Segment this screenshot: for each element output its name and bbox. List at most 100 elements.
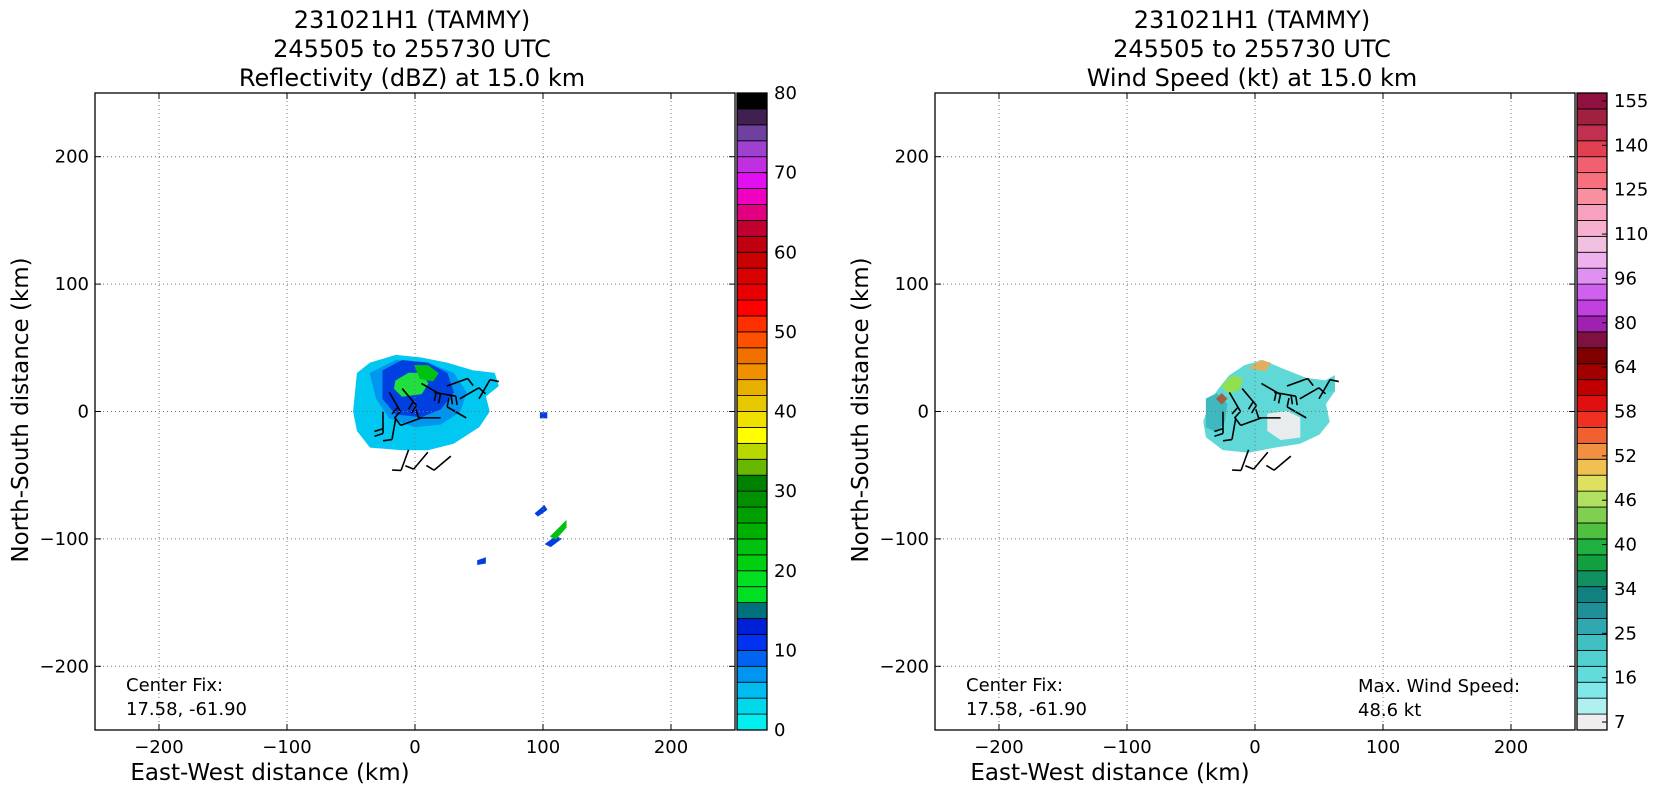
colorbar-tick-label: 140 <box>1614 135 1648 156</box>
wind-barb <box>382 417 397 442</box>
colorbar-tick-label: 52 <box>1614 446 1637 467</box>
wind-barb <box>392 449 410 472</box>
wind-barb <box>446 397 467 419</box>
wind-barb <box>446 377 474 387</box>
wind-barb <box>1286 377 1314 387</box>
colorbar-swatch <box>736 586 768 603</box>
colorbar-swatch <box>1576 554 1608 572</box>
x-tick-label: 200 <box>1494 737 1528 758</box>
wind-barb <box>415 409 441 419</box>
y-tick-label: 200 <box>895 147 929 168</box>
colorbar-swatch <box>1576 235 1608 253</box>
colorbar-swatch <box>736 124 768 142</box>
colorbar-swatch <box>736 347 768 365</box>
y-tick-label: 100 <box>55 274 89 295</box>
data-region-5 <box>539 412 548 419</box>
colorbar-tick-label: 50 <box>774 322 797 343</box>
center-fix-value: 17.58, -61.90 <box>126 699 247 720</box>
data-region-6 <box>534 505 548 517</box>
wind-barb <box>1318 378 1339 400</box>
x-axis-label: East-West distance (km) <box>970 760 1249 786</box>
colorbar: 7 16 25 34 40 46 52 58 64 80 96 110 125 140 155 <box>1576 91 1648 733</box>
colorbar-swatch <box>1576 490 1608 508</box>
colorbar-swatch <box>736 267 768 285</box>
colorbar-swatch <box>736 363 768 381</box>
colorbar-swatch <box>736 92 768 110</box>
wind-barb <box>1241 388 1258 414</box>
wind-barb <box>1274 391 1298 406</box>
colorbar-swatch <box>736 649 768 667</box>
colorbar-swatch <box>1576 379 1608 396</box>
data-region-5 <box>1215 392 1228 405</box>
colorbar-swatch <box>736 315 768 333</box>
colorbar-swatch <box>736 188 768 205</box>
max-wind-value: 48.6 kt <box>1358 700 1421 721</box>
wind-barb <box>374 411 384 438</box>
colorbar-tick-label: 40 <box>1614 535 1637 556</box>
colorbar-swatch <box>1576 427 1608 444</box>
x-tick-label: 100 <box>526 737 560 758</box>
colorbar-tick-label: 16 <box>1614 668 1637 689</box>
colorbar-swatch <box>1576 188 1608 205</box>
colorbar-swatch <box>1576 570 1608 588</box>
colorbar-swatch <box>1576 538 1608 556</box>
colorbar-swatch <box>1576 156 1608 174</box>
colorbar-tick-label: 80 <box>1614 313 1637 334</box>
wind-barb <box>1245 451 1269 470</box>
wind-barb <box>1232 449 1250 472</box>
colorbar-tick-label: 46 <box>1614 490 1637 511</box>
colorbar-swatch <box>736 602 768 619</box>
colorbar-swatch <box>1576 649 1608 667</box>
colorbar-swatch <box>736 331 768 349</box>
colorbar-swatch <box>736 490 768 508</box>
max-wind-label: Max. Wind Speed: <box>1358 676 1520 697</box>
x-tick-label: 0 <box>1249 737 1260 758</box>
colorbar-swatch <box>736 697 768 715</box>
reflectivity-panel: 231021H1 (TAMMY) 245505 to 255730 UTC Re… <box>8 6 797 786</box>
chart-title-line-3: Wind Speed (kt) at 15.0 km <box>1087 64 1418 92</box>
colorbar-swatch <box>736 219 768 237</box>
wind-barb <box>1234 417 1262 427</box>
wind-barb <box>459 387 487 400</box>
colorbar-swatch <box>1576 506 1608 524</box>
x-tick-label: −100 <box>262 737 311 758</box>
y-tick-label: 0 <box>78 402 89 423</box>
colorbar-swatch <box>736 140 768 158</box>
colorbar-swatch <box>736 570 768 588</box>
y-axis-label: North-South distance (km) <box>848 257 874 562</box>
plot-area: −200 −100 0 100 200 −200 −100 0 100 200 <box>880 92 1576 758</box>
chart-title-line-1: 231021H1 (TAMMY) <box>1134 6 1371 34</box>
wind-barb <box>1228 391 1242 419</box>
wind-barb <box>478 378 499 400</box>
colorbar-swatch <box>736 283 768 301</box>
colorbar-tick-label: 40 <box>774 402 797 423</box>
colorbar-swatch <box>736 379 768 396</box>
y-tick-label: 100 <box>895 274 929 295</box>
center-fix-value: 17.58, -61.90 <box>966 699 1087 720</box>
colorbar-swatch <box>1576 140 1608 158</box>
colorbar-swatch <box>736 713 768 731</box>
colorbar-swatch <box>1576 618 1608 635</box>
colorbar-tick-label: 10 <box>774 640 797 661</box>
colorbar-tick-label: 58 <box>1614 402 1637 423</box>
wind-speed-panel: 231021H1 (TAMMY) 245505 to 255730 UTC Wi… <box>848 6 1648 786</box>
colorbar-tick-label: 110 <box>1614 224 1648 245</box>
y-tick-label: −100 <box>40 529 89 550</box>
colorbar-swatch <box>1576 411 1608 428</box>
colorbar: 0 10 20 30 40 50 60 70 80 <box>736 83 797 741</box>
colorbar-swatch <box>1576 665 1608 683</box>
colorbar-swatch <box>1576 108 1608 126</box>
colorbar-swatch <box>1576 681 1608 699</box>
colorbar-swatch <box>736 538 768 556</box>
x-tick-label: 0 <box>409 737 420 758</box>
chart-title-line-2: 245505 to 255730 UTC <box>273 35 551 63</box>
colorbar-tick-label: 34 <box>1614 579 1637 600</box>
data-region-8 <box>549 519 567 540</box>
colorbar-swatch <box>736 411 768 428</box>
colorbar-tick-label: 155 <box>1614 91 1648 112</box>
y-tick-label: 0 <box>918 402 929 423</box>
colorbar-swatch <box>1576 251 1608 269</box>
colorbar-swatch <box>736 108 768 126</box>
x-tick-label: −100 <box>1102 737 1151 758</box>
wind-barb <box>434 391 458 406</box>
